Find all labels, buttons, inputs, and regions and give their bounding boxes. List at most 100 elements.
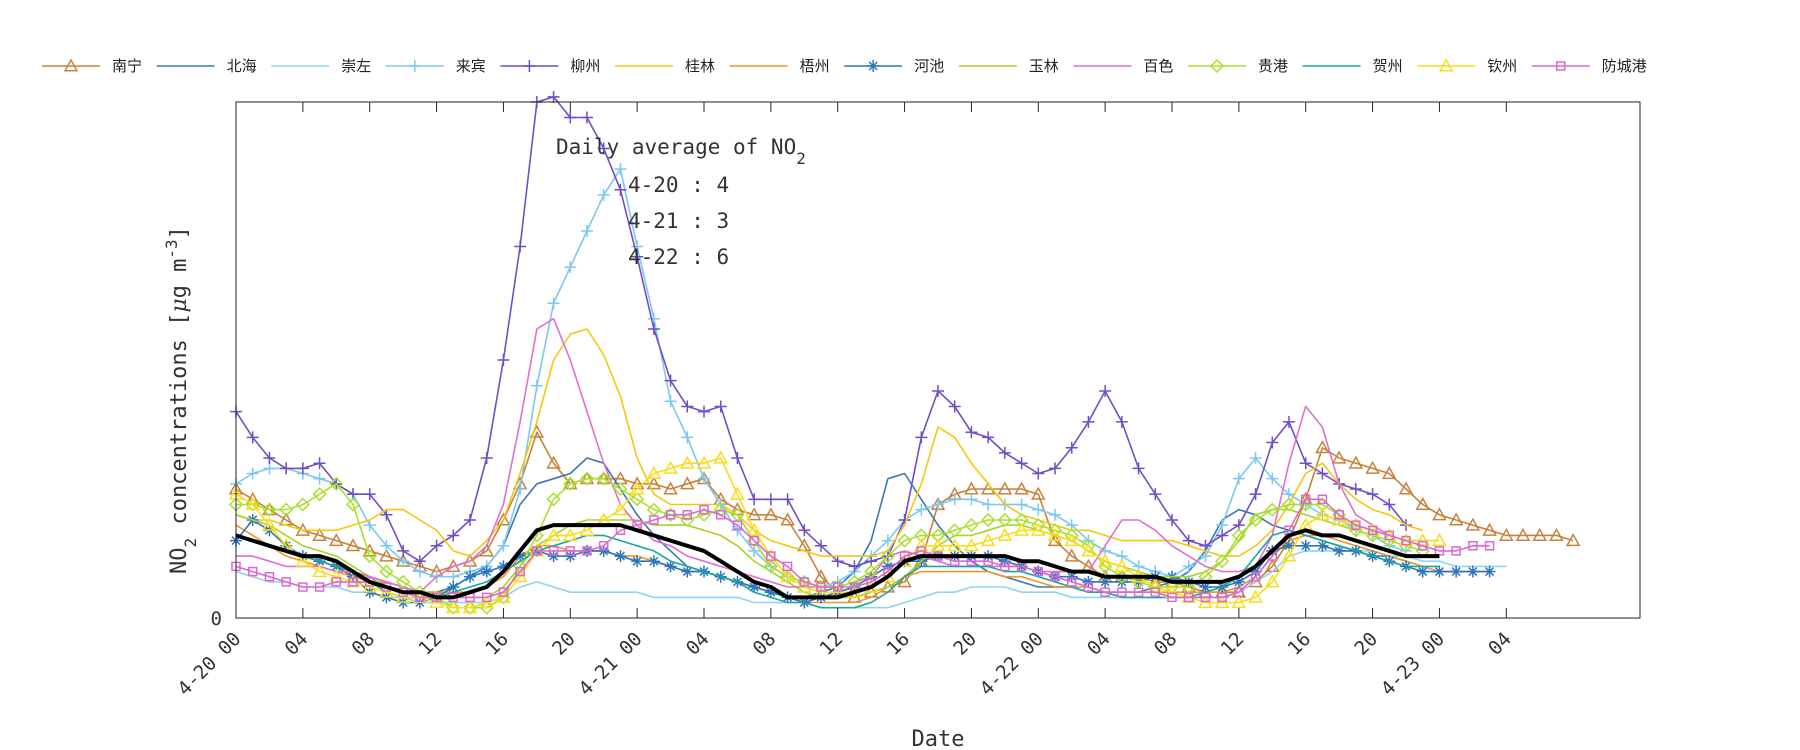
x-tick-label: 20 <box>949 628 981 660</box>
series-0-marker <box>1532 527 1547 541</box>
series-4-marker <box>1132 462 1145 475</box>
series-13-marker <box>298 582 308 592</box>
series-13-marker <box>348 577 358 587</box>
series-0-marker <box>1382 465 1397 480</box>
series-3-marker <box>731 524 744 537</box>
series-7-marker <box>480 565 493 578</box>
series-3-marker <box>497 539 510 552</box>
series-13-marker <box>1334 510 1344 520</box>
series-12-marker <box>312 564 327 578</box>
series-12-marker <box>763 548 779 562</box>
y-axis-title-mu: μ <box>167 298 192 312</box>
series-4-marker <box>1015 457 1028 470</box>
x-tick-label: 04 <box>281 628 313 660</box>
series-3-marker <box>246 467 259 480</box>
series-3-marker <box>581 225 593 237</box>
series-13-marker <box>314 582 325 592</box>
plot-frame <box>235 101 1641 619</box>
series-mean-line <box>235 523 1440 600</box>
series-4-marker <box>581 111 593 124</box>
series-0-marker <box>1448 512 1464 526</box>
series-13-marker <box>799 577 810 587</box>
series-3-marker <box>681 431 694 444</box>
series-0-marker <box>1365 460 1380 474</box>
series-12-marker <box>930 538 946 552</box>
series-4-marker <box>1149 488 1162 501</box>
series-4-marker <box>547 90 560 103</box>
x-tick-label: 12 <box>414 628 446 660</box>
series-10-marker <box>1281 497 1297 512</box>
legend-label: 北海 <box>227 57 257 75</box>
series-0-marker <box>546 455 561 469</box>
x-tick-label: 04 <box>1484 628 1516 660</box>
series-4-marker <box>1115 415 1128 428</box>
series-10-marker <box>1265 502 1280 517</box>
x-tick-label: 08 <box>348 628 380 660</box>
series-10-marker <box>897 533 912 548</box>
series-10-marker <box>1248 512 1263 528</box>
series-7-marker <box>514 550 527 563</box>
series-4-marker <box>1266 436 1279 449</box>
series-7-line <box>235 519 1490 604</box>
series-12-marker <box>680 455 695 469</box>
series-3-line <box>235 168 1407 588</box>
series-12-marker <box>295 553 311 567</box>
series-0-marker <box>1515 527 1531 541</box>
series-3-marker <box>530 379 543 392</box>
series-3-marker <box>647 312 660 325</box>
series-10-marker <box>1231 528 1246 543</box>
series-3-marker <box>547 297 560 310</box>
series-3-marker <box>915 503 928 516</box>
series-12-marker <box>646 465 662 480</box>
series-4-marker <box>280 462 293 475</box>
series-13 <box>231 494 1495 603</box>
legend-label: 桂林 <box>685 57 715 75</box>
series-12-marker <box>997 527 1013 541</box>
series-3-marker <box>313 472 326 485</box>
series-4-marker <box>1349 483 1362 495</box>
series-4-marker <box>430 539 443 552</box>
series-3-marker <box>664 395 677 408</box>
x-tick-label: 20 <box>1350 628 1382 660</box>
series-0-marker <box>1415 496 1430 511</box>
series-4-marker <box>948 400 961 413</box>
series-10-marker <box>345 497 361 512</box>
y-axis-title-part: g m <box>167 259 192 299</box>
series-13-marker <box>1317 494 1328 505</box>
series-12-marker <box>980 533 996 547</box>
legend-item: 河池 <box>844 57 944 75</box>
series-mean <box>235 523 1440 600</box>
legend-item: 钦州 <box>1417 57 1517 75</box>
legend-item: 南宁 <box>42 57 142 75</box>
series-10-marker <box>880 549 895 564</box>
series-12-marker <box>1281 548 1297 562</box>
series-4-marker <box>497 354 510 366</box>
series-10-marker <box>964 518 979 533</box>
legend: 南宁 北海 崇左 来宾 柳州 桂林 梧州 河池 玉林 百色 贵港 贺州 钦州 防城港 <box>42 57 1647 75</box>
series-12-marker <box>1231 594 1247 609</box>
series-3-marker <box>965 493 978 506</box>
series-7-marker <box>1333 544 1346 557</box>
series-4-marker <box>664 374 677 387</box>
x-tick-label: 12 <box>1217 628 1249 660</box>
series-12-marker <box>780 569 795 583</box>
legend-label: 河池 <box>914 57 944 75</box>
series-4-marker <box>480 452 493 465</box>
series-0-marker <box>1348 455 1364 469</box>
series-5 <box>235 328 1423 557</box>
series-0-marker <box>1331 450 1347 464</box>
x-tick-label: 20 <box>548 628 580 660</box>
series-12-marker <box>1265 574 1280 588</box>
series-3-marker <box>1266 472 1279 485</box>
series-0-marker <box>663 481 678 495</box>
series-4-marker <box>1299 457 1312 470</box>
series-7-marker <box>631 555 644 568</box>
legend-label: 防城港 <box>1602 57 1647 75</box>
series-13-marker <box>732 520 743 530</box>
x-tick-label: 16 <box>1284 628 1316 660</box>
series-4-line <box>235 96 1407 568</box>
series-13-marker <box>699 504 709 515</box>
series-13-marker <box>682 510 693 520</box>
series-10-marker <box>295 497 310 512</box>
legend-label: 玉林 <box>1029 57 1059 75</box>
